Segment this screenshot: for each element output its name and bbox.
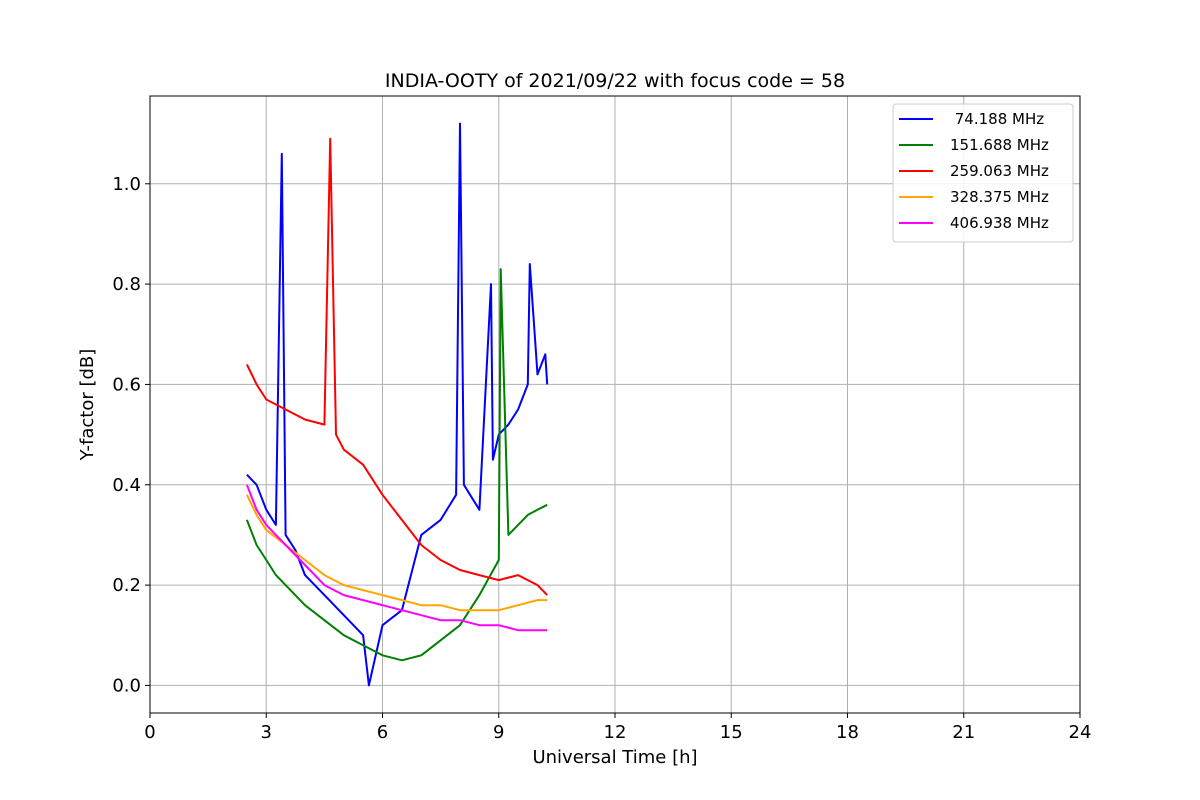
series-line <box>246 122 549 687</box>
legend-box <box>892 103 1074 243</box>
y-axis-label: Y-factor [dB] <box>77 349 98 462</box>
legend-label: 406.938 MHz <box>950 214 1049 232</box>
plot-lines <box>245 122 549 687</box>
legend-label: 259.063 MHz <box>950 162 1049 180</box>
y-tick-label: 0.6 <box>112 374 141 395</box>
x-tick-label: 0 <box>144 722 155 743</box>
x-tick-label: 24 <box>1069 722 1092 743</box>
legend-label: 151.688 MHz <box>950 136 1049 154</box>
x-axis-label: Universal Time [h] <box>532 747 697 768</box>
y-tick-label: 0.4 <box>112 475 141 496</box>
x-tick-label: 15 <box>720 722 743 743</box>
series-line <box>246 137 548 596</box>
x-tick-label: 12 <box>604 722 627 743</box>
series-line <box>245 484 548 632</box>
y-tick-label: 0.8 <box>112 274 141 295</box>
legend-label: 328.375 MHz <box>950 188 1049 206</box>
series-line <box>245 268 548 662</box>
x-tick-label: 9 <box>493 722 504 743</box>
y-tick-label: 0.2 <box>112 575 141 596</box>
x-tick-label: 3 <box>261 722 272 743</box>
y-tick-label: 0.0 <box>112 675 141 696</box>
x-tick-label: 18 <box>836 722 859 743</box>
x-tick-label: 21 <box>952 722 975 743</box>
y-tick-label: 1.0 <box>112 174 141 195</box>
axis-ticks: 0 3 6 9 12 15 18 21 24 0.0 0.2 0.4 0.6 0.8 1.0 <box>112 174 1091 743</box>
x-tick-label: 6 <box>377 722 388 743</box>
chart-title: INDIA-OOTY of 2021/09/22 with focus code… <box>385 70 845 92</box>
legend-label: 74.188 MHz <box>950 110 1044 128</box>
legend: 74.188 MHz 151.688 MHz 259.063 MHz 328.375 … <box>892 103 1074 243</box>
